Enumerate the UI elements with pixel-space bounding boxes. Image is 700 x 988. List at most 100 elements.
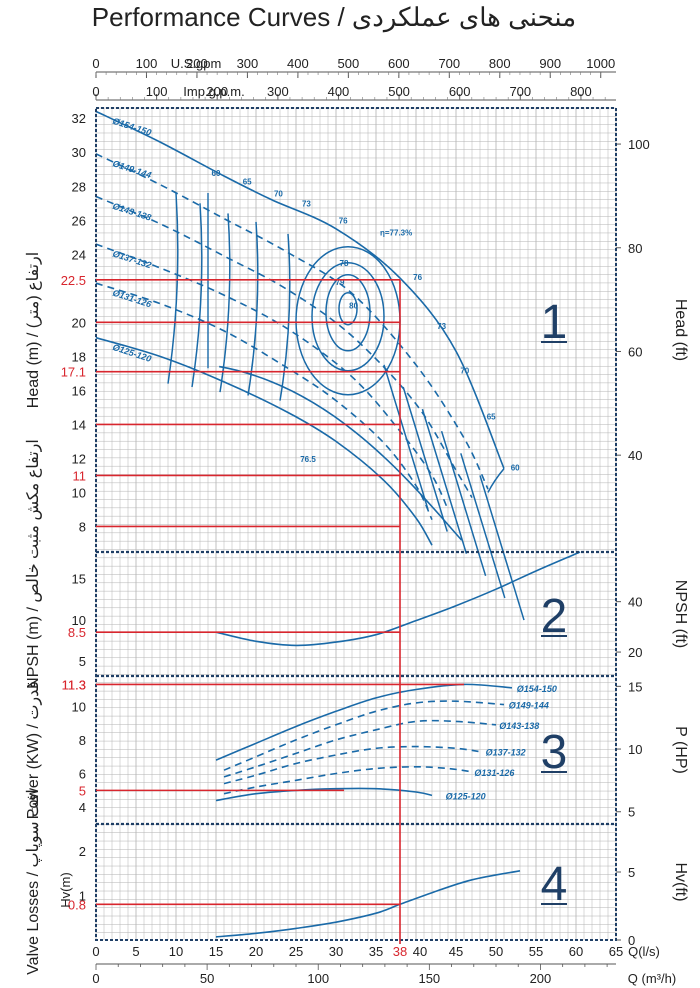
efficiency-label: 70 [460,366,469,375]
y-right-tick-label: 10 [628,742,642,757]
y-left-label: Head (m) / ارتفاع (متر) [25,252,42,408]
q-ls-tick-label: 65 [609,944,623,959]
series-label: Ø149-144 [111,158,152,180]
series-label: Ø131-126 [111,288,153,310]
series-label: Ø137-132 [486,748,526,758]
chart-title: Performance Curves / منحنی های عملکردی [92,2,576,33]
q-ls-label: Q(l/s) [628,944,660,959]
q-m3h-tick-label: 150 [418,971,440,986]
series-label: Ø125-120 [446,791,486,801]
q-ls-tick-label: 10 [169,944,183,959]
series-line-Ø137-132 [223,745,481,785]
us-gpm-tick-label: 0 [92,56,99,71]
efficiency-label: 60 [511,463,520,472]
panel-valve-losses: 1 2 0.8 0 5 4 Valve Losses / افت سوپاپ Hv(m) Hv(… [25,789,689,975]
panel-head: 8 10 12 14 16 18 20 24 26 28 30 32 22.5 17.1 11 40 60 80 1… [25,110,689,621]
y-left-label: Power (KW) / قدرت [25,681,42,819]
iso-efficiency-lines [167,193,525,621]
y-left-sublabel: Hv(m) [58,872,73,907]
q-ls-tick-label: 40 [413,944,427,959]
series-label: Ø125-120 [111,342,152,364]
imp-gpm-tick-label: 300 [267,84,289,99]
series-line-Ø125-120 [95,336,433,546]
operating-point-lines: 38 [96,279,464,959]
efficiency-label: 70 [274,189,283,198]
iso-line [191,203,203,388]
iso-line [479,475,525,621]
y-right-tick-label: 20 [628,645,642,660]
axes: 0 100 200 300 400 500 600 700 800 900 1000U.S.gpm0… [92,56,676,986]
series-line-Ø154-150 [215,683,513,761]
q-ls-tick-label: 35 [369,944,383,959]
iso-line [487,468,505,493]
q-ls-tick-label: 5 [132,944,139,959]
series-label: Ø131-126 [474,768,515,778]
y-right-tick-label: 80 [628,241,642,256]
efficiency-ring [325,273,371,352]
y-left-tick-label: 10 [72,613,86,628]
q-m3h-tick-label: 200 [530,971,552,986]
us-gpm-tick-label: 800 [489,56,511,71]
q-ls-tick-label: 20 [249,944,263,959]
y-right-label: NPSH (ft) [672,580,689,648]
iso-line [460,453,506,599]
y-left-tick-label: 5 [79,654,86,669]
us-gpm-tick-label: 200 [186,56,208,71]
series-line-Ø149-144 [223,700,505,771]
y-right-tick-label: 0 [628,933,635,948]
series-label: Ø143-138 [111,201,152,223]
iso-line [402,386,448,532]
iso-line [167,193,179,384]
y-left-tick-label: 26 [72,213,86,228]
y-left-tick-label: 10 [72,485,86,500]
grid [95,107,617,940]
imp-gpm-tick-label: 100 [146,84,168,99]
efficiency-label: 79 [336,278,345,287]
iso-line [383,364,429,510]
y-right-label: Head (ft) [672,299,689,361]
efficiency-label: 73 [302,200,311,209]
y-left-tick-label: 10 [72,699,86,714]
panel-power: 45681011.311.3510153Ø154-150Ø149-144Ø143… [25,677,689,819]
panel-number: 3 [541,726,568,779]
q-m3h-tick-label: 0 [92,971,99,986]
imp-gpm-tick-label: 700 [509,84,531,99]
efficiency-ring [311,261,385,372]
panel-number: 1 [541,296,568,349]
y-right-tick-label: 40 [628,595,642,610]
efficiency-label: 76 [339,217,348,226]
y-left-red-tick-label: 11.3 [62,677,86,692]
iso-line [279,233,291,401]
y-left-tick-label: 8 [79,733,86,748]
efficiency-label: 76 [413,273,422,282]
series-line-Ø149-144 [95,153,489,490]
series-label: Ø137-132 [111,248,152,270]
us-gpm-tick-label: 300 [237,56,259,71]
us-gpm-tick-label: 500 [338,56,360,71]
series-line-Ø154-150 [95,110,505,469]
y-left-tick-label: 32 [72,111,86,126]
y-right-tick-label: 5 [628,865,635,880]
series-line-Ø131-126 [95,282,433,521]
efficiency-label: 73 [437,322,446,331]
y-right-tick-label: 15 [628,679,642,694]
efficiency-label: 78 [340,259,349,268]
y-left-tick-label: 20 [72,315,86,330]
y-left-tick-label: 15 [72,571,86,586]
efficiency-label: 65 [487,412,496,421]
y-left-tick-label: 2 [79,844,86,859]
series-label: Ø154-150 [111,116,152,138]
y-right-tick-label: 5 [628,805,635,820]
y-left-tick-label: 28 [72,179,86,194]
operating-q-label: 38 [393,944,407,959]
series-line-Ø125-120 [215,787,433,802]
efficiency-label: 60 [212,169,221,178]
panel-number: 2 [541,590,568,643]
y-right-tick-label: 40 [628,448,642,463]
us-gpm-tick-label: 700 [438,56,460,71]
q-ls-tick-label: 50 [489,944,503,959]
q-m3h-label: Q (m³/h) [628,971,676,986]
q-ls-tick-label: 55 [529,944,543,959]
